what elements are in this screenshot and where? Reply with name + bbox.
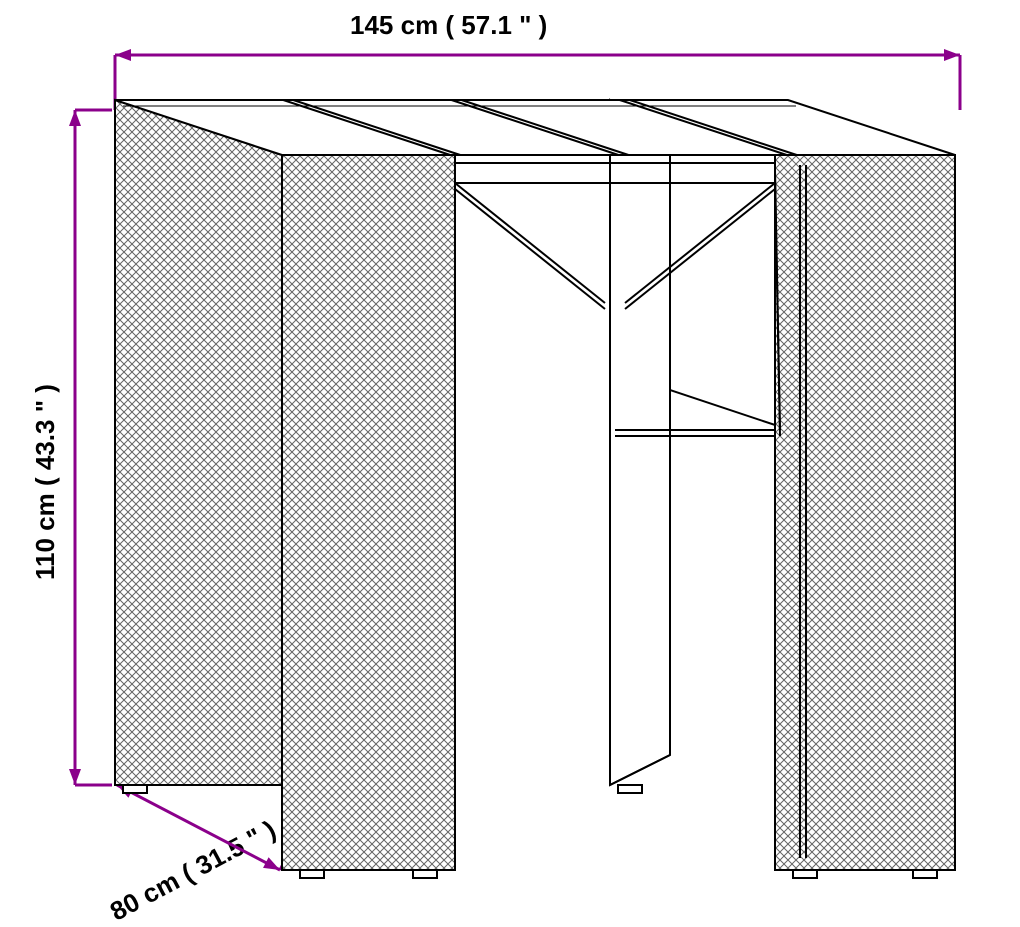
diagram-canvas: 145 cm ( 57.1 " ) 110 cm ( 43.3 " ) 80 c…: [0, 0, 1020, 927]
diagram-svg: [0, 0, 1020, 927]
